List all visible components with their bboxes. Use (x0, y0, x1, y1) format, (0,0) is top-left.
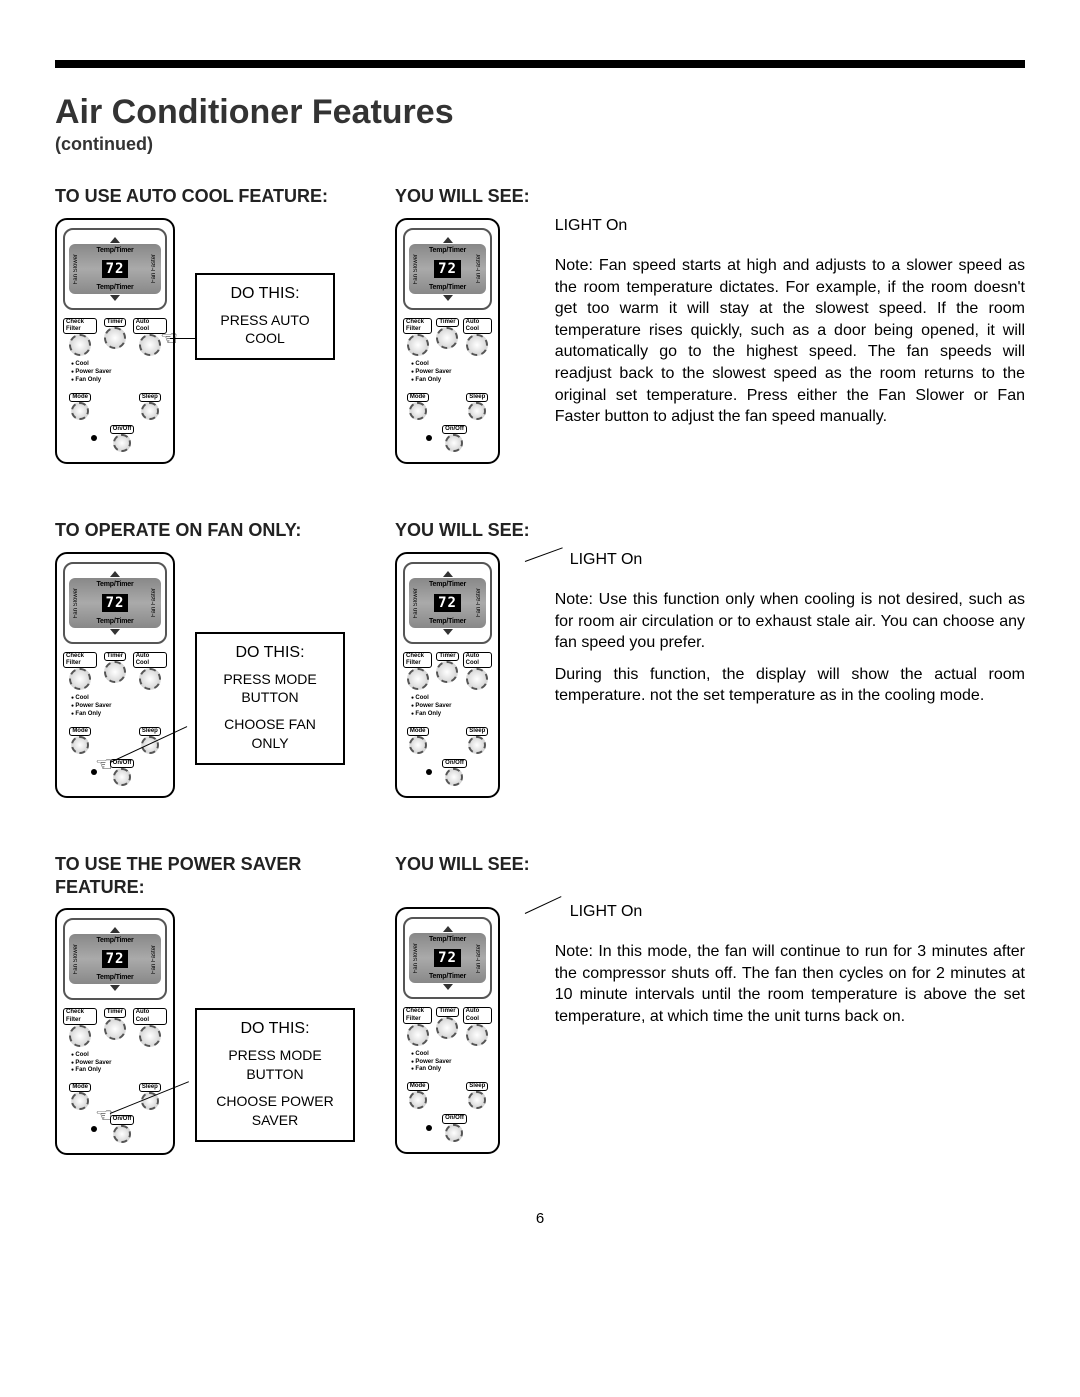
do-this-callout: DO THIS: PRESS AUTO COOL (195, 273, 335, 361)
light-on-label: LIGHT On (555, 551, 1025, 569)
remote-illustration: Temp/Timer Fan Slower 72 Fan Faster Temp… (55, 552, 175, 799)
do-this-callout: DO THIS: PRESS MODE BUTTON CHOOSE POWER … (195, 1008, 355, 1142)
result-remote: Temp/Timer Fan Slower 72 Fan Faster Temp… (395, 552, 500, 799)
callout-body: PRESS AUTO COOL (209, 311, 321, 349)
section-auto-cool: TO USE AUTO COOL FEATURE: Temp/Timer Fan… (55, 185, 1025, 464)
light-on-label: LIGHT On (555, 217, 1025, 235)
note-text: Note: Fan speed starts at high and adjus… (555, 255, 1025, 428)
left-header: TO OPERATE ON FAN ONLY: (55, 519, 355, 542)
light-on-label: LIGHT On (555, 903, 1025, 921)
remote-with-callout: Temp/Timer Fan Slower 72 Fan Faster Temp… (55, 218, 335, 465)
result-remote: Temp/Timer Fan Slower 72 Fan Faster Temp… (395, 907, 500, 1154)
pointer-hand-icon: ☞ (95, 752, 113, 777)
right-header: YOU WILL SEE: (395, 853, 530, 897)
left-column: TO USE AUTO COOL FEATURE: Temp/Timer Fan… (55, 185, 355, 464)
section-fan-only: TO OPERATE ON FAN ONLY: Temp/Timer Fan S… (55, 519, 1025, 798)
page-number: 6 (55, 1210, 1025, 1227)
remote-illustration: Temp/Timer Fan Slower 72 Fan Faster Temp… (55, 908, 175, 1155)
right-header: YOU WILL SEE: (395, 185, 530, 208)
pointer-hand-icon: ☞ (160, 326, 178, 351)
continued-label: (continued) (55, 134, 1025, 155)
page-title: Air Conditioner Features (55, 93, 1025, 132)
remote-illustration: Temp/Timer Fan Slower 72 Fan Faster Temp… (55, 218, 175, 465)
callout-title: DO THIS: (209, 285, 321, 303)
right-column: YOU WILL SEE: Temp/Timer Fan Slower 72 F… (395, 185, 1025, 464)
left-header: TO USE AUTO COOL FEATURE: (55, 185, 355, 208)
manual-page: Air Conditioner Features (continued) TO … (0, 0, 1080, 1247)
pointer-hand-icon: ☞ (95, 1103, 113, 1128)
result-remote: Temp/Timer Fan Slower 72 Fan Faster Temp… (395, 218, 515, 465)
top-rule (55, 60, 1025, 68)
right-header: YOU WILL SEE: (395, 519, 530, 542)
section-power-saver: TO USE THE POWER SAVER FEATURE: Temp/Tim… (55, 853, 1025, 1155)
left-header: TO USE THE POWER SAVER FEATURE: (55, 853, 355, 898)
do-this-callout: DO THIS: PRESS MODE BUTTON CHOOSE FAN ON… (195, 632, 345, 766)
